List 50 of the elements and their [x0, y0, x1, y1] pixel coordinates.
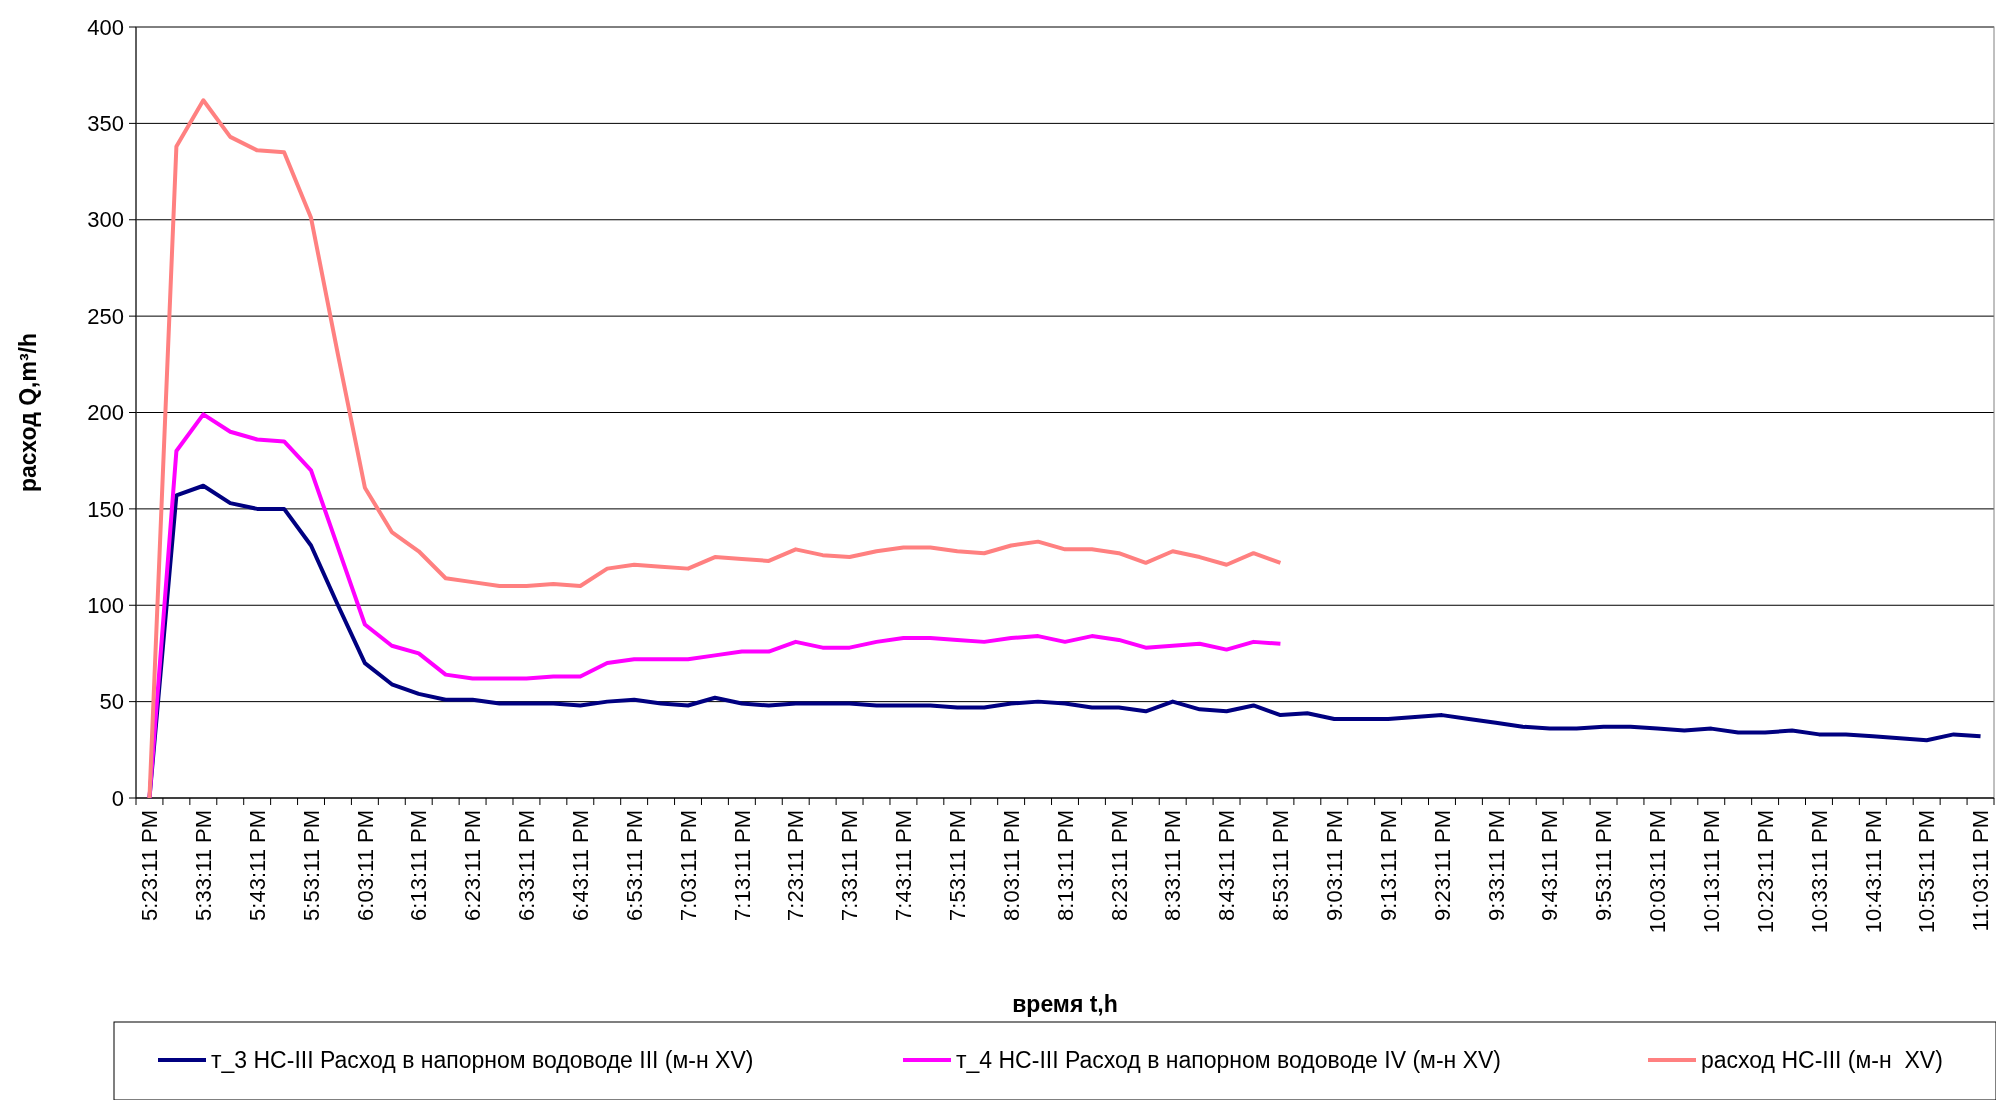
x-tick-label: 6:13:11 PM	[406, 810, 432, 921]
y-tick-label: 400	[87, 14, 124, 40]
y-axis-title: расход Q,m³/h	[15, 332, 41, 493]
x-tick-label: 7:23:11 PM	[783, 810, 809, 921]
x-tick-label: 10:13:11 PM	[1698, 810, 1724, 934]
y-tick-label: 200	[87, 400, 124, 426]
legend-label: т_3 НС-III Расход в напорном водоводе III (м-н XV)	[211, 1047, 754, 1074]
x-tick-label: 10:23:11 PM	[1752, 810, 1778, 934]
x-tick-label: 10:03:11 PM	[1645, 810, 1671, 934]
x-axis-title: время t,h	[1012, 991, 1118, 1017]
x-tick-label: 8:13:11 PM	[1052, 810, 1078, 921]
x-tick-label: 11:03:11 PM	[1968, 810, 1994, 932]
y-tick-label: 150	[87, 496, 124, 522]
y-tick-label: 300	[87, 207, 124, 233]
x-tick-label: 7:03:11 PM	[675, 810, 701, 921]
x-tick-label: 8:33:11 PM	[1160, 810, 1186, 921]
legend-label: расход НС-III (м-н XV)	[1701, 1047, 1943, 1074]
x-tick-label: 6:33:11 PM	[514, 810, 540, 921]
x-tick-label: 9:23:11 PM	[1429, 810, 1455, 921]
x-tick-label: 9:13:11 PM	[1375, 810, 1401, 921]
x-tick-label: 9:33:11 PM	[1483, 810, 1509, 921]
line-series	[147, 98, 1283, 800]
x-tick-label: 5:43:11 PM	[244, 810, 270, 921]
x-tick-label: 6:43:11 PM	[568, 810, 593, 921]
x-tick-label: 6:53:11 PM	[621, 810, 647, 921]
x-tick-label: 7:43:11 PM	[891, 810, 917, 921]
x-tick-label: 6:03:11 PM	[352, 810, 378, 921]
x-tick-label: 6:23:11 PM	[460, 810, 486, 921]
x-tick-label: 10:53:11 PM	[1914, 810, 1940, 934]
x-tick-label: 9:03:11 PM	[1321, 810, 1347, 921]
x-tick-label: 5:23:11 PM	[137, 810, 163, 921]
x-tick-label: 10:33:11 PM	[1806, 810, 1832, 934]
x-tick-label: 7:33:11 PM	[837, 810, 863, 921]
x-tick-label: 10:43:11 PM	[1860, 810, 1886, 934]
x-tick-label: 8:53:11 PM	[1268, 810, 1294, 921]
x-tick-label: 5:33:11 PM	[191, 810, 217, 921]
x-tick-label: 7:53:11 PM	[944, 810, 970, 921]
x-tick-label: 8:03:11 PM	[998, 810, 1024, 921]
y-tick-label: 50	[99, 689, 124, 715]
x-tick-label: 9:53:11 PM	[1591, 810, 1617, 921]
x-tick-label: 9:43:11 PM	[1537, 810, 1563, 921]
x-tick-label: 8:43:11 PM	[1214, 810, 1240, 921]
y-tick-label: 250	[87, 303, 124, 329]
y-tick-label: 350	[87, 111, 124, 137]
y-tick-label: 0	[111, 785, 124, 811]
x-tick-label: 5:53:11 PM	[298, 810, 324, 921]
x-tick-label: 7:13:11 PM	[729, 810, 755, 921]
x-tick-label: 8:23:11 PM	[1106, 810, 1132, 921]
legend-label: т_4 НС-III Расход в напорном водоводе IV (м-н XV)	[956, 1047, 1501, 1074]
y-tick-label: 100	[87, 592, 124, 618]
